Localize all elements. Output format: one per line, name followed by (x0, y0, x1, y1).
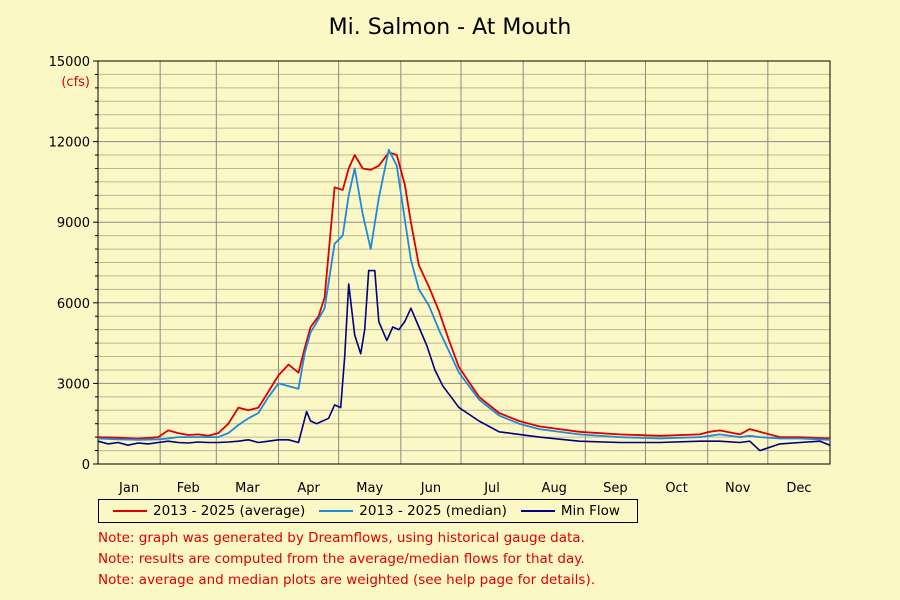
month-label: Apr (297, 481, 320, 496)
note-line: Note: results are computed from the aver… (98, 551, 585, 567)
y-axis-unit-label: (cfs) (61, 75, 90, 90)
month-label: Feb (177, 481, 200, 496)
legend-item-median: 2013 - 2025 (median) (319, 503, 507, 519)
month-label: Nov (725, 481, 751, 496)
axes: 0 3000 6000 9000 12000 15000 Jan Feb Mar Apr May Ju… (49, 55, 831, 496)
legend-item-min-flow: Min Flow (520, 503, 620, 519)
month-label: Mar (235, 481, 260, 496)
y-tick-label: 0 (82, 458, 90, 473)
y-tick-label: 3000 (57, 377, 90, 392)
legend-swatch-average (113, 510, 147, 512)
month-label: Sep (603, 481, 628, 496)
legend-item-average: 2013 - 2025 (average) (113, 503, 305, 519)
y-tick-label: 6000 (57, 297, 90, 312)
legend-label-median: 2013 - 2025 (median) (359, 503, 507, 519)
chart-legend: 2013 - 2025 (average) 2013 - 2025 (media… (98, 499, 638, 523)
legend-swatch-median (319, 510, 354, 512)
legend-label-min-flow: Min Flow (560, 503, 620, 519)
series-line-min-flow (97, 269, 831, 452)
notes-block: Note: graph was generated by Dreamflows,… (98, 528, 595, 591)
series-lines (97, 148, 831, 452)
month-label: Aug (542, 481, 567, 496)
y-tick-label: 15000 (49, 55, 90, 70)
month-label: May (356, 481, 383, 496)
note-line: Note: graph was generated by Dreamflows,… (98, 530, 585, 546)
y-tick-label: 9000 (57, 216, 90, 231)
month-label: Jul (483, 481, 500, 496)
legend-label-average: 2013 - 2025 (average) (153, 503, 306, 519)
note-line: Note: average and median plots are weigh… (98, 572, 596, 588)
grid-lines (97, 60, 830, 465)
legend-swatch-min-flow (520, 510, 555, 512)
month-label: Jan (118, 481, 139, 496)
month-label: Dec (786, 481, 811, 496)
series-line-average (97, 151, 831, 440)
y-tick-label: 12000 (49, 136, 90, 151)
chart-title: Mi. Salmon - At Mouth (329, 15, 572, 40)
month-label: Jun (420, 481, 441, 496)
series-line-median (97, 148, 831, 441)
month-label: Oct (665, 481, 687, 496)
